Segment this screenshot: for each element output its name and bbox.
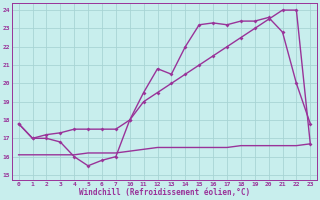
X-axis label: Windchill (Refroidissement éolien,°C): Windchill (Refroidissement éolien,°C) — [79, 188, 250, 197]
